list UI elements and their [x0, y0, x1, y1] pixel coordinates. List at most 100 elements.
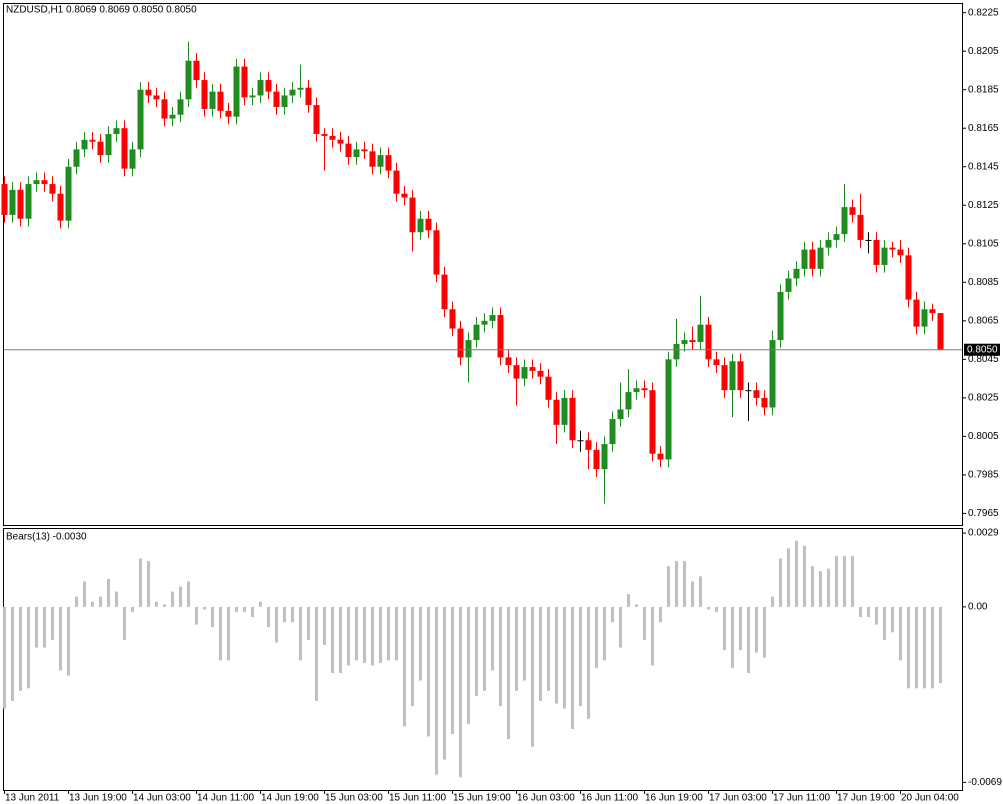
- candle-body: [633, 388, 640, 393]
- histogram-bar: [379, 606, 382, 663]
- histogram-bar: [915, 606, 918, 689]
- histogram-bar: [555, 606, 558, 704]
- y-tick-label: 0.8085: [968, 277, 999, 288]
- histogram-bar: [267, 606, 270, 628]
- candle-body: [617, 409, 624, 420]
- candle-body: [377, 155, 384, 167]
- candle-body: [793, 268, 800, 279]
- candle-body: [65, 166, 72, 221]
- histogram-bar: [763, 606, 766, 658]
- y-tick-label: 0.7985: [968, 470, 999, 481]
- histogram-bar: [275, 606, 278, 643]
- histogram-bar: [251, 606, 254, 618]
- histogram-bar: [3, 606, 6, 709]
- candle-body: [1, 184, 8, 215]
- x-tick-label: 16 Jun 19:00: [645, 793, 703, 804]
- histogram-bar: [539, 606, 542, 701]
- candle-body: [225, 110, 232, 117]
- histogram-bar: [67, 606, 70, 676]
- histogram-bar: [27, 606, 30, 689]
- candle-body: [569, 397, 576, 441]
- histogram-bar: [171, 591, 174, 607]
- histogram-bar: [859, 606, 862, 618]
- candle-body: [97, 141, 104, 156]
- candle-body: [929, 309, 936, 314]
- candle-body: [217, 91, 224, 111]
- histogram-bar: [35, 606, 38, 648]
- histogram-bar: [75, 596, 78, 607]
- histogram-bar: [819, 571, 822, 607]
- histogram-bar: [547, 606, 550, 691]
- histogram-bar: [811, 566, 814, 607]
- histogram-bar: [451, 606, 454, 735]
- histogram-bar: [307, 606, 310, 640]
- histogram-bar: [531, 606, 534, 747]
- candle-body: [305, 87, 312, 106]
- candle-body: [249, 95, 256, 98]
- histogram-bar: [643, 606, 646, 640]
- candle-body: [41, 180, 48, 185]
- candle-body: [849, 207, 856, 215]
- candle-body: [369, 151, 376, 167]
- histogram-bar: [939, 606, 942, 684]
- histogram-bar: [691, 581, 694, 607]
- histogram-bar: [603, 606, 606, 661]
- y-tick-label: 0.8185: [968, 84, 999, 95]
- candle-body: [329, 135, 336, 140]
- x-tick-label: 14 Jun 11:00: [197, 793, 255, 804]
- histogram-bar: [83, 581, 86, 607]
- histogram-bar: [699, 576, 702, 607]
- histogram-bar: [867, 606, 870, 618]
- candle-body: [921, 309, 928, 327]
- candle-body: [481, 320, 488, 325]
- histogram-bar: [755, 606, 758, 653]
- x-tick-label: 14 Jun 19:00: [261, 793, 319, 804]
- last-price-label: 0.8050: [967, 344, 998, 355]
- histogram-bar: [187, 581, 190, 607]
- candle-body: [593, 449, 600, 470]
- histogram-bar: [707, 606, 710, 610]
- histogram-bar: [395, 606, 398, 661]
- histogram-bar: [891, 606, 894, 633]
- histogram-bar: [835, 555, 838, 607]
- histogram-bar: [315, 606, 318, 701]
- candle-body: [17, 189, 24, 219]
- x-tick-label: 17 Jun 03:00: [709, 793, 767, 804]
- histogram-bar: [283, 606, 286, 623]
- candle-body: [521, 367, 528, 379]
- histogram-bar: [659, 606, 662, 623]
- x-tick-label: 16 Jun 03:00: [517, 793, 575, 804]
- candle-body: [705, 324, 712, 360]
- x-tick-label: 13 Jun 19:00: [69, 793, 127, 804]
- histogram-bar: [299, 606, 302, 661]
- x-tick-label: 15 Jun 11:00: [389, 793, 447, 804]
- candle-body: [257, 80, 264, 96]
- candle-body: [201, 80, 208, 109]
- histogram-bar: [931, 606, 934, 689]
- histogram-bar: [291, 606, 294, 623]
- histogram-bar: [347, 606, 350, 666]
- y-tick-label: 0.8065: [968, 315, 999, 326]
- candle-body: [721, 365, 728, 391]
- candle-body: [241, 66, 248, 98]
- candle-body: [177, 99, 184, 115]
- histogram-bar: [259, 601, 262, 607]
- x-tick-label: 16 Jun 11:00: [581, 793, 639, 804]
- candle-body: [273, 91, 280, 108]
- histogram-bar: [123, 606, 126, 640]
- y-tick-label: -0.0069: [968, 777, 1002, 788]
- candle-body: [169, 114, 176, 119]
- candle-body: [449, 309, 456, 329]
- candle-body: [873, 239, 880, 265]
- histogram-bar: [475, 606, 478, 696]
- y-tick-label: 0.8225: [968, 7, 999, 18]
- histogram-bar: [147, 561, 150, 607]
- candle-body: [681, 340, 688, 344]
- candle-body: [233, 66, 240, 117]
- y-tick-label: 0.8105: [968, 238, 999, 249]
- histogram-bar: [851, 555, 854, 607]
- candle-body: [393, 170, 400, 194]
- candle-body: [385, 155, 392, 171]
- candle-body: [433, 230, 440, 275]
- candle-body: [57, 193, 64, 221]
